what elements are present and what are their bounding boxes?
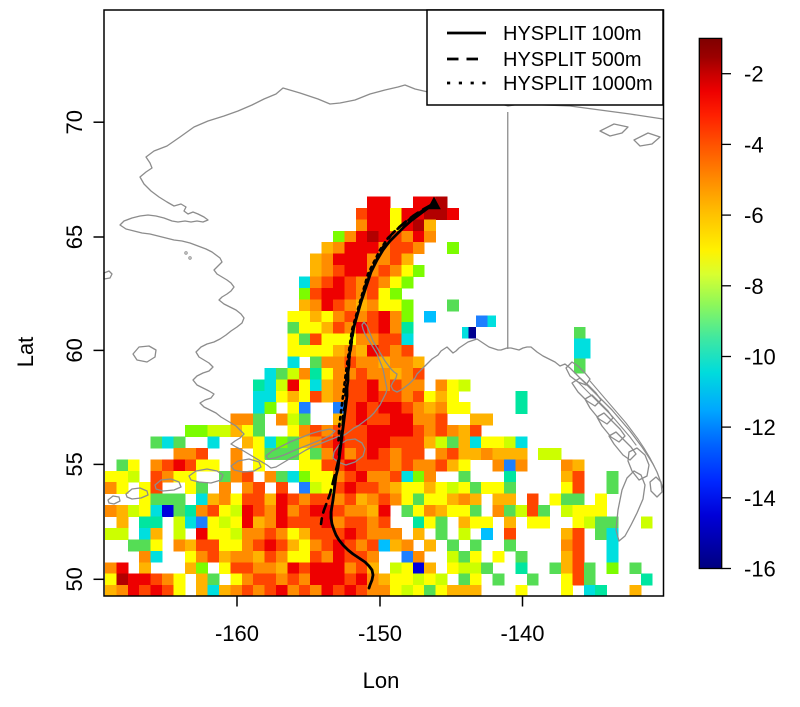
svg-text:-10: -10 [744,345,776,370]
svg-text:Lon: Lon [363,668,400,693]
svg-text:65: 65 [62,225,87,249]
svg-text:70: 70 [62,110,87,134]
svg-text:-8: -8 [744,274,764,299]
svg-text:-12: -12 [744,415,776,440]
svg-text:-160: -160 [215,621,259,646]
svg-text:60: 60 [62,338,87,362]
svg-text:-140: -140 [500,621,544,646]
svg-text:55: 55 [62,452,87,476]
svg-text:Lat: Lat [13,337,38,368]
svg-text:HYSPLIT 500m: HYSPLIT 500m [503,49,642,71]
svg-text:50: 50 [62,567,87,591]
svg-text:-16: -16 [744,557,776,582]
svg-text:-6: -6 [744,203,764,228]
svg-text:-14: -14 [744,486,776,511]
svg-text:HYSPLIT 1000m: HYSPLIT 1000m [503,73,653,95]
svg-text:-4: -4 [744,132,764,157]
svg-text:-150: -150 [358,621,402,646]
svg-text:HYSPLIT 100m: HYSPLIT 100m [503,23,642,45]
svg-text:-2: -2 [744,62,764,87]
